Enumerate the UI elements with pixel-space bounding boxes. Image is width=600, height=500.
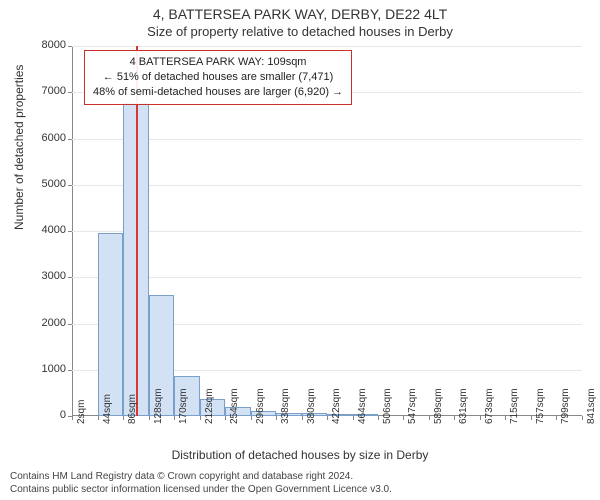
x-tick-mark (505, 416, 506, 420)
y-tick-mark (68, 324, 72, 325)
chart-title: 4, BATTERSEA PARK WAY, DERBY, DE22 4LT (0, 6, 600, 22)
y-axis-title: Number of detached properties (12, 65, 26, 230)
chart-subtitle: Size of property relative to detached ho… (0, 24, 600, 39)
x-tick-mark (480, 416, 481, 420)
x-tick-label: 128sqm (153, 388, 164, 424)
y-tick-label: 0 (32, 409, 66, 421)
x-tick-label: 212sqm (204, 388, 215, 424)
y-tick-label: 4000 (32, 224, 66, 236)
x-tick-label: 296sqm (255, 388, 266, 424)
x-tick-mark (582, 416, 583, 420)
x-tick-label: 170sqm (178, 388, 189, 424)
annotation-line-2: ← 51% of detached houses are smaller (7,… (93, 70, 343, 85)
y-tick-label: 8000 (32, 39, 66, 51)
x-tick-label: 506sqm (382, 388, 393, 424)
x-tick-label: 422sqm (331, 388, 342, 424)
x-tick-label: 44sqm (102, 394, 113, 424)
x-tick-label: 547sqm (407, 388, 418, 424)
y-tick-mark (68, 277, 72, 278)
x-tick-label: 589sqm (433, 388, 444, 424)
footer-line-1: Contains HM Land Registry data © Crown c… (10, 470, 590, 483)
x-tick-mark (429, 416, 430, 420)
x-tick-mark (200, 416, 201, 420)
y-tick-label: 6000 (32, 132, 66, 144)
x-tick-mark (276, 416, 277, 420)
x-tick-mark (149, 416, 150, 420)
property-size-chart: 4, BATTERSEA PARK WAY, DERBY, DE22 4LT S… (0, 0, 600, 500)
x-tick-label: 338sqm (280, 388, 291, 424)
grid-line (72, 46, 582, 47)
annotation-box: 4 BATTERSEA PARK WAY: 109sqm ← 51% of de… (84, 50, 352, 105)
x-tick-mark (353, 416, 354, 420)
x-tick-label: 799sqm (560, 388, 571, 424)
histogram-bar (98, 233, 124, 416)
x-tick-label: 715sqm (509, 388, 520, 424)
y-tick-label: 5000 (32, 178, 66, 190)
y-tick-label: 1000 (32, 363, 66, 375)
chart-footer: Contains HM Land Registry data © Crown c… (10, 470, 590, 496)
x-tick-mark (302, 416, 303, 420)
x-tick-label: 757sqm (535, 388, 546, 424)
x-tick-mark (378, 416, 379, 420)
y-tick-mark (68, 46, 72, 47)
x-tick-label: 254sqm (229, 388, 240, 424)
x-tick-mark (123, 416, 124, 420)
y-tick-label: 2000 (32, 317, 66, 329)
x-tick-mark (225, 416, 226, 420)
y-tick-mark (68, 139, 72, 140)
x-tick-mark (251, 416, 252, 420)
x-tick-mark (98, 416, 99, 420)
y-tick-mark (68, 92, 72, 93)
x-tick-mark (454, 416, 455, 420)
x-tick-label: 673sqm (484, 388, 495, 424)
x-tick-label: 464sqm (357, 388, 368, 424)
annotation-line-1: 4 BATTERSEA PARK WAY: 109sqm (93, 55, 343, 70)
footer-line-2: Contains public sector information licen… (10, 483, 590, 496)
y-tick-label: 7000 (32, 85, 66, 97)
x-tick-mark (531, 416, 532, 420)
x-tick-label: 631sqm (458, 388, 469, 424)
x-tick-mark (403, 416, 404, 420)
y-tick-mark (68, 370, 72, 371)
y-tick-mark (68, 185, 72, 186)
x-tick-label: 86sqm (127, 394, 138, 424)
y-tick-label: 3000 (32, 270, 66, 282)
x-tick-mark (556, 416, 557, 420)
x-tick-mark (327, 416, 328, 420)
x-tick-mark (72, 416, 73, 420)
y-tick-mark (68, 231, 72, 232)
x-tick-label: 2sqm (76, 400, 87, 424)
annotation-line-3: 48% of semi-detached houses are larger (… (93, 85, 343, 100)
x-axis-title: Distribution of detached houses by size … (0, 448, 600, 462)
x-tick-mark (174, 416, 175, 420)
x-tick-label: 841sqm (586, 388, 597, 424)
x-tick-label: 380sqm (306, 388, 317, 424)
